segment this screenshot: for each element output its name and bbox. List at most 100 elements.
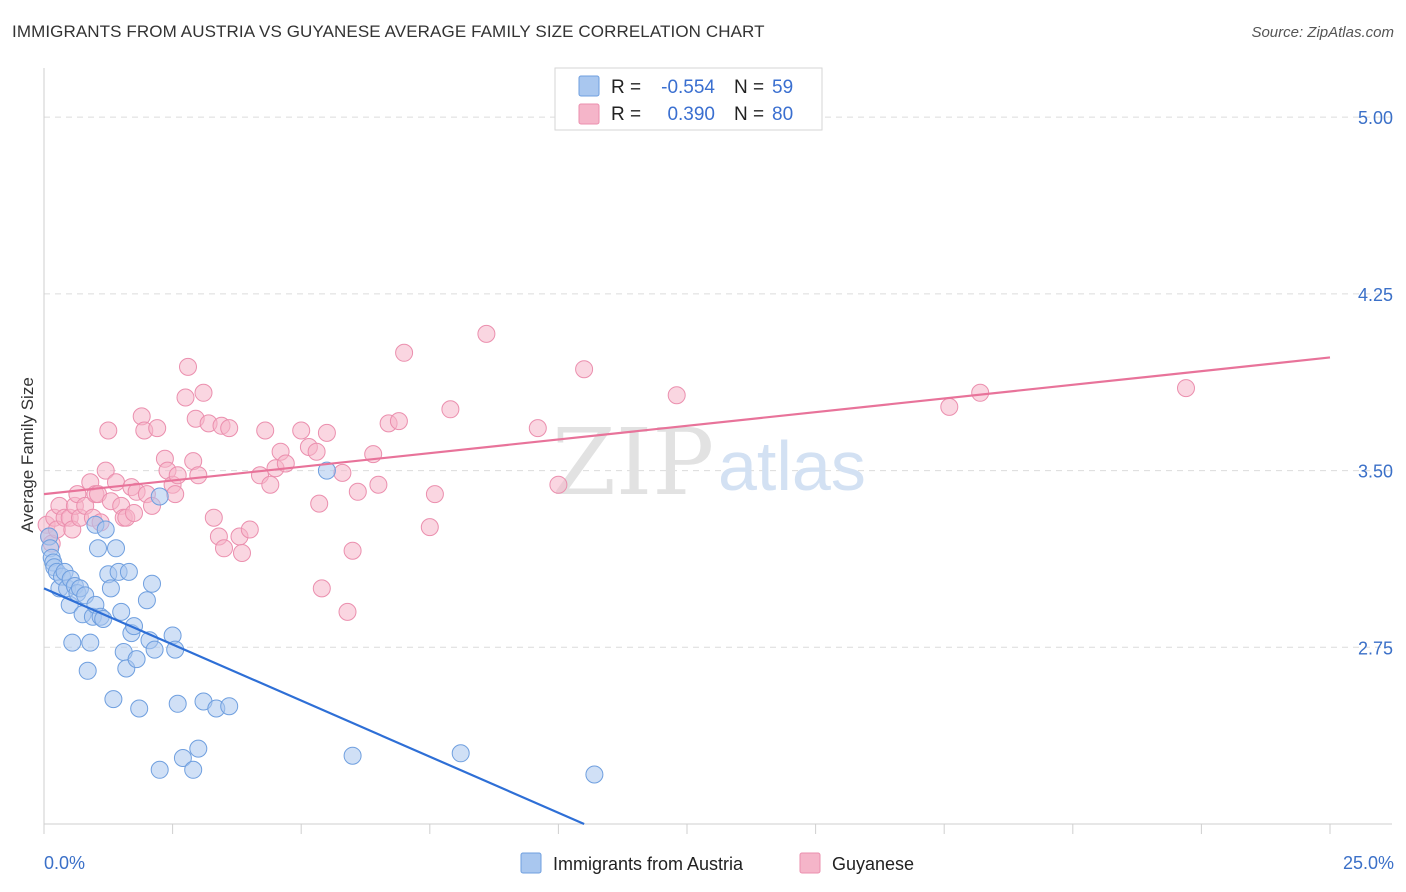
watermark-atlas: atlas: [718, 427, 866, 505]
y-tick-label: 3.50: [1358, 462, 1393, 482]
guyanese-point: [1177, 379, 1195, 398]
guyanese-point: [549, 475, 568, 494]
guyanese-point: [261, 475, 280, 494]
guyanese-point: [940, 397, 959, 416]
stats-n-label-guyanese: N =: [734, 104, 764, 125]
austria-point: [104, 690, 123, 709]
stats-box: R = -0.554 N = 59 R = 0.390 N = 80: [554, 67, 823, 131]
stats-n-label-austria: N =: [734, 77, 764, 98]
y-tick-label: 5.00: [1358, 108, 1393, 128]
austria-point: [63, 633, 82, 652]
guyanese-point: [240, 520, 259, 539]
guyanese-point: [312, 579, 331, 598]
austria-point: [107, 539, 125, 558]
austria-point: [137, 591, 156, 610]
stats-r-label-austria: R =: [611, 77, 641, 98]
stats-r-value-austria: -0.554: [661, 77, 715, 98]
trend-lines: [43, 356, 1331, 826]
guyanese-trend-line: [43, 356, 1331, 496]
austria-point: [78, 661, 97, 680]
guyanese-point: [317, 423, 336, 442]
guyanese-point: [343, 541, 362, 560]
stats-swatch-austria: [578, 75, 600, 97]
austria-points: [40, 461, 604, 784]
guyanese-point: [96, 461, 115, 480]
guyanese-point: [233, 544, 251, 562]
guyanese-point: [667, 386, 686, 405]
guyanese-point: [204, 508, 223, 527]
austria-point: [96, 520, 115, 539]
austria-point: [143, 574, 161, 593]
guyanese-point: [420, 518, 439, 537]
guyanese-point: [194, 383, 213, 402]
chart-source: Source: ZipAtlas.com: [1251, 24, 1394, 41]
guyanese-point: [395, 343, 414, 362]
guyanese-point: [348, 482, 367, 501]
legend-label-guyanese[interactable]: Guyanese: [832, 854, 914, 874]
legend-swatch-austria[interactable]: [520, 852, 542, 874]
austria-point: [89, 539, 107, 558]
austria-point: [112, 602, 131, 621]
stats-swatch-guyanese: [578, 103, 600, 125]
austria-point: [119, 562, 138, 581]
legend: Immigrants from Austria Guyanese: [520, 852, 914, 874]
austria-point: [585, 765, 604, 784]
guyanese-point: [310, 494, 329, 513]
austria-point: [101, 579, 120, 598]
austria-point: [168, 694, 187, 713]
guyanese-point: [176, 388, 195, 407]
guyanese-point: [389, 412, 408, 431]
guyanese-point: [369, 475, 388, 494]
austria-point: [451, 744, 470, 763]
x-tick-max: 25.0%: [1343, 853, 1394, 873]
y-tick-label: 4.25: [1358, 285, 1393, 305]
austria-point: [343, 746, 362, 765]
guyanese-point: [125, 504, 143, 522]
stats-r-label-guyanese: R =: [611, 104, 641, 125]
x-tick-min: 0.0%: [44, 853, 85, 873]
austria-point: [220, 697, 239, 716]
guyanese-point: [148, 419, 167, 438]
guyanese-point: [179, 357, 197, 376]
guyanese-point: [256, 421, 275, 440]
guyanese-point: [575, 360, 594, 379]
guyanese-point: [441, 400, 460, 419]
stats-n-value-guyanese: 80: [772, 104, 793, 125]
watermark: ZIP atlas: [552, 409, 866, 516]
austria-point: [189, 739, 208, 758]
guyanese-point: [166, 485, 185, 504]
austria-point: [184, 760, 203, 779]
guyanese-point: [333, 463, 352, 482]
guyanese-point: [189, 466, 208, 485]
axes: [43, 68, 1392, 834]
austria-point: [81, 633, 100, 652]
guyanese-point: [292, 421, 311, 440]
austria-point: [150, 760, 169, 779]
austria-point: [127, 650, 146, 669]
stats-n-value-austria: 59: [772, 77, 793, 98]
x-tick-labels: 0.0% 25.0%: [44, 853, 1394, 873]
austria-point: [173, 749, 192, 767]
guyanese-point: [307, 442, 326, 461]
austria-trend-line: [43, 587, 585, 826]
guyanese-point: [971, 383, 990, 402]
austria-point: [150, 487, 169, 506]
guyanese-point: [220, 419, 239, 438]
y-tick-labels: 2.75 3.50 4.25 5.00: [1358, 108, 1393, 658]
stats-r-value-guyanese: 0.390: [667, 104, 715, 125]
austria-point: [317, 461, 336, 480]
guyanese-point: [215, 539, 233, 558]
austria-point: [130, 699, 149, 718]
legend-label-austria[interactable]: Immigrants from Austria: [553, 854, 744, 874]
guyanese-point: [477, 324, 496, 343]
y-tick-label: 2.75: [1358, 638, 1393, 658]
guyanese-point: [338, 602, 357, 621]
guyanese-point: [99, 421, 118, 440]
guyanese-point: [107, 473, 125, 492]
guyanese-point: [528, 419, 547, 438]
guyanese-points: [37, 324, 1195, 621]
austria-point: [145, 640, 164, 659]
legend-swatch-guyanese[interactable]: [799, 852, 821, 874]
chart-title: IMMIGRANTS FROM AUSTRIA VS GUYANESE AVER…: [12, 22, 765, 41]
